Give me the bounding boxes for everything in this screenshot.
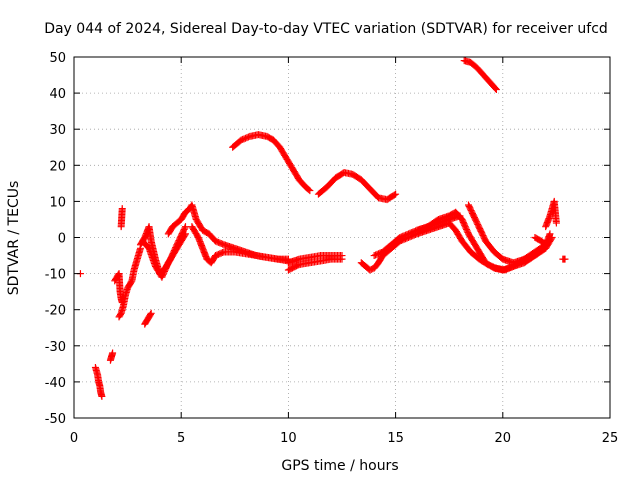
series-s1 xyxy=(91,363,106,400)
chart-title: Day 044 of 2024, Sidereal Day-to-day VTE… xyxy=(44,21,608,37)
x-axis-label: GPS time / hours xyxy=(281,458,398,474)
series-s15 xyxy=(357,219,453,274)
data-point-marker xyxy=(491,84,499,92)
series-s18 xyxy=(445,219,550,274)
series-s2 xyxy=(106,349,117,364)
series-s19 xyxy=(464,201,556,267)
points-layer xyxy=(76,57,569,400)
data-point-marker xyxy=(546,230,554,238)
y-tick-label: -20 xyxy=(45,304,66,319)
series-s6 xyxy=(141,309,155,328)
x-tick-label: 25 xyxy=(602,431,619,446)
series-s8 xyxy=(139,230,189,281)
series-s4 xyxy=(117,205,126,231)
data-point-marker xyxy=(338,255,346,263)
x-tick-label: 5 xyxy=(177,431,185,446)
y-tick-label: 30 xyxy=(49,123,66,138)
data-point-marker xyxy=(181,231,189,239)
y-tick-label: 20 xyxy=(49,159,66,174)
grid-layer xyxy=(74,57,610,418)
data-point-marker xyxy=(181,230,189,238)
y-tick-label: -50 xyxy=(45,412,66,427)
x-tick-label: 15 xyxy=(387,431,404,446)
data-point-marker xyxy=(392,190,400,198)
y-tick-label: 10 xyxy=(49,195,66,210)
tick-layer: 0 5 10 15 20 25 -50 -40 -30 -20 -10 0 10 20 30 40 50 xyxy=(45,51,619,446)
series-s23 xyxy=(460,57,500,93)
series-s21 xyxy=(531,230,554,249)
y-tick-label: -10 xyxy=(45,268,66,283)
data-point-marker xyxy=(552,219,560,227)
data-point-marker xyxy=(305,186,313,194)
data-point-marker xyxy=(306,187,314,195)
series-s14 xyxy=(314,169,400,204)
x-tick-label: 10 xyxy=(280,431,297,446)
series-s10 xyxy=(188,223,292,267)
y-axis-label: SDTVAR / TECUs xyxy=(6,181,22,296)
data-point-marker xyxy=(181,223,189,231)
data-point-marker xyxy=(390,191,398,199)
series-s12 xyxy=(284,255,346,274)
series-s13 xyxy=(229,131,314,195)
series-s5 xyxy=(115,244,144,321)
data-point-marker xyxy=(98,392,106,400)
series-s22 xyxy=(559,255,569,263)
data-point-marker xyxy=(219,249,227,257)
y-tick-label: -40 xyxy=(45,376,66,391)
data-point-marker xyxy=(147,309,155,317)
data-point-marker xyxy=(109,349,117,357)
y-tick-label: 50 xyxy=(49,51,66,66)
data-point-marker xyxy=(118,205,126,213)
y-tick-label: 0 xyxy=(58,232,66,247)
y-tick-label: 40 xyxy=(49,87,66,102)
data-point-marker xyxy=(561,255,569,263)
series-s20 xyxy=(542,197,560,231)
x-tick-label: 0 xyxy=(70,431,78,446)
data-point-marker xyxy=(181,224,189,232)
data-point-marker xyxy=(146,311,154,319)
y-tick-label: -30 xyxy=(45,340,66,355)
data-point-marker xyxy=(492,85,500,93)
x-tick-label: 20 xyxy=(495,431,512,446)
